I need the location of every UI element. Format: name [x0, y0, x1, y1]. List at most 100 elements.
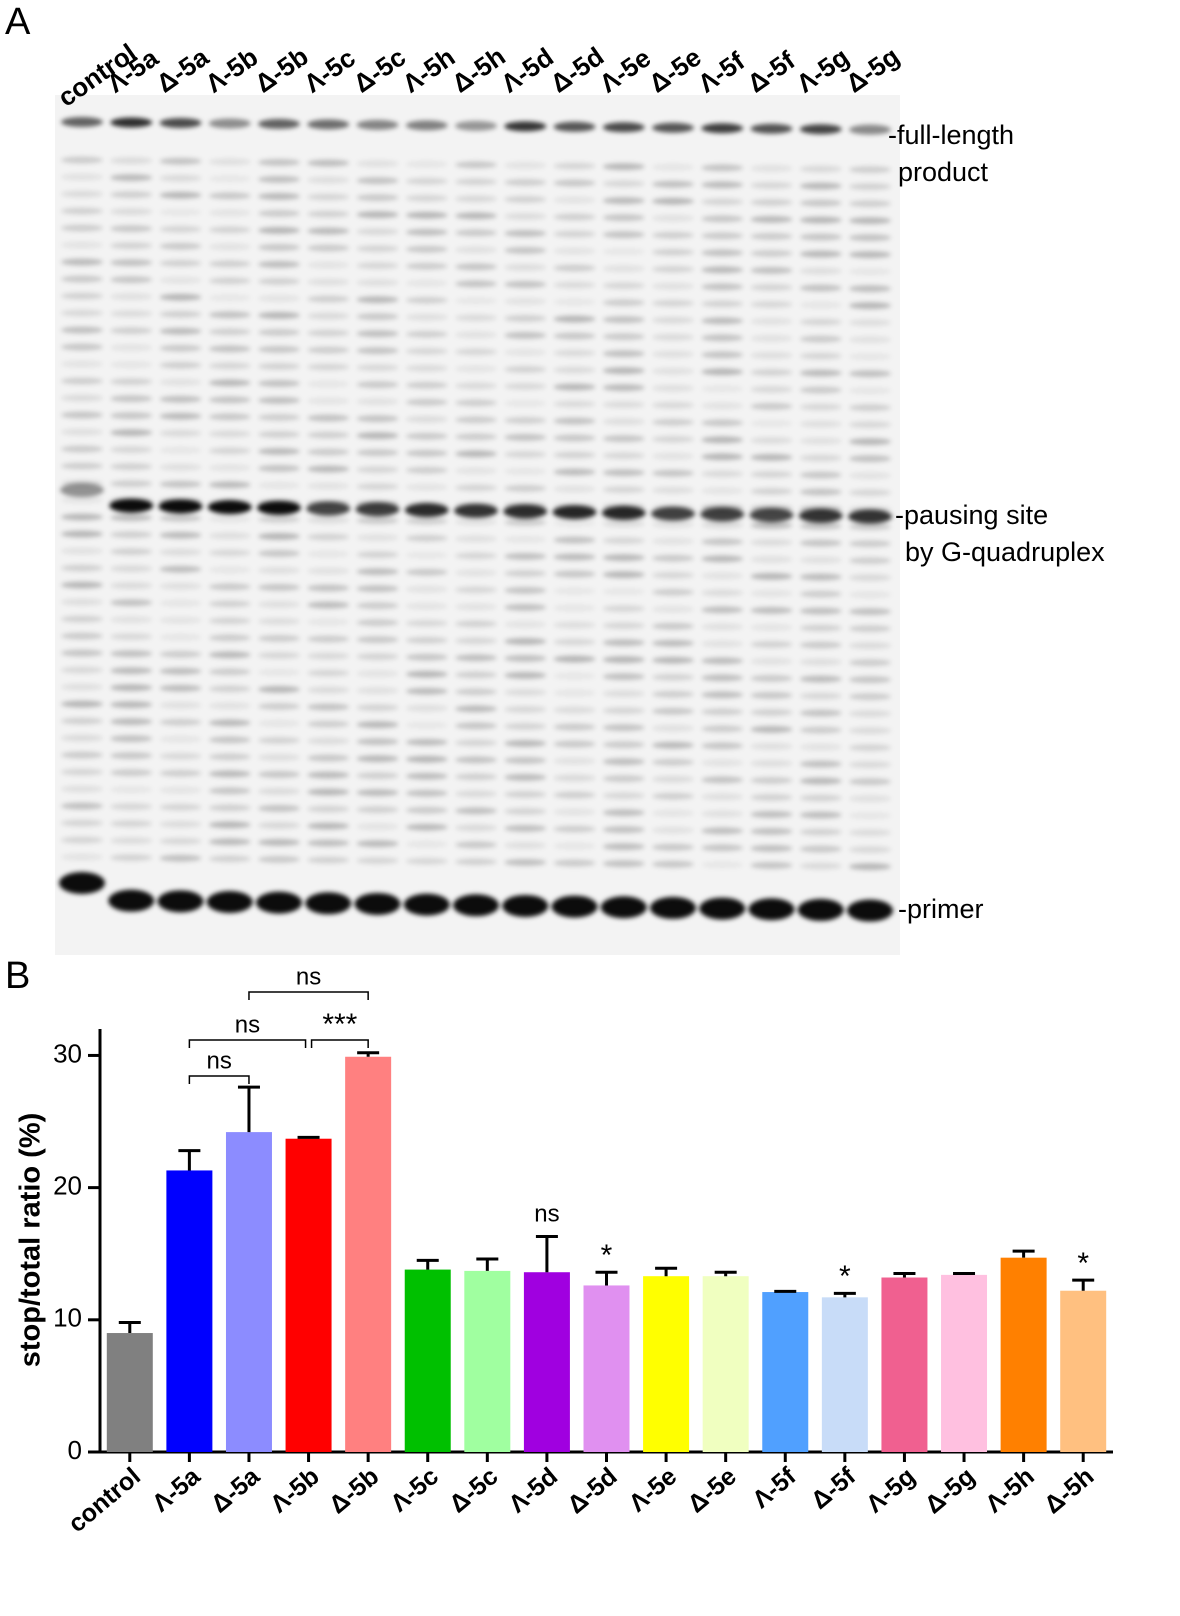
band [652, 486, 694, 494]
band [602, 299, 645, 307]
band [553, 638, 596, 646]
band [307, 414, 350, 422]
band [258, 566, 300, 574]
band [110, 117, 153, 128]
band [208, 311, 251, 319]
band [159, 327, 202, 335]
band [602, 180, 645, 188]
band [405, 313, 448, 321]
error-bar [476, 1257, 499, 1271]
band [701, 402, 744, 410]
band [356, 551, 399, 559]
significance-label: ns [534, 1200, 559, 1227]
band [503, 504, 548, 519]
band [159, 599, 202, 607]
band [356, 296, 399, 304]
band [405, 517, 448, 525]
band [356, 313, 399, 321]
band [504, 195, 547, 203]
band [405, 466, 448, 474]
band [849, 540, 891, 548]
band [208, 379, 251, 387]
band [652, 809, 694, 817]
band [208, 481, 251, 489]
band [61, 292, 103, 300]
band [61, 258, 103, 266]
bar [643, 1276, 690, 1452]
band [159, 191, 202, 199]
band [849, 251, 891, 259]
band [159, 361, 202, 369]
band [602, 469, 645, 477]
band [553, 689, 596, 697]
band [849, 744, 891, 752]
band [61, 632, 103, 640]
band [208, 651, 251, 659]
band [307, 465, 350, 473]
band [61, 190, 103, 198]
band [405, 636, 448, 644]
band [602, 673, 645, 681]
band [504, 365, 547, 373]
band [307, 601, 350, 609]
band [208, 447, 251, 455]
band [652, 214, 694, 222]
band [701, 657, 744, 665]
band [159, 735, 202, 743]
band [602, 758, 645, 766]
band [61, 547, 103, 555]
band [553, 281, 596, 289]
band [455, 518, 497, 526]
band [553, 825, 596, 833]
error-bar [774, 1289, 797, 1293]
band [701, 606, 744, 614]
band [601, 505, 646, 520]
band [799, 352, 842, 360]
band [504, 467, 547, 475]
band [701, 266, 744, 274]
band [110, 735, 153, 743]
band [849, 591, 891, 599]
band [307, 669, 350, 677]
band [701, 334, 744, 342]
band [61, 564, 103, 572]
band [61, 853, 103, 861]
gel-annotation: product [898, 157, 989, 187]
band [799, 124, 842, 135]
band [553, 451, 596, 459]
band [61, 156, 103, 164]
band [553, 655, 596, 663]
band [110, 837, 153, 845]
band [799, 267, 842, 275]
band [799, 862, 842, 870]
band [258, 617, 300, 625]
band [602, 809, 645, 817]
band [701, 419, 744, 427]
band [602, 197, 645, 205]
band [61, 496, 103, 504]
band [799, 454, 842, 462]
band [701, 198, 744, 206]
band [208, 719, 251, 727]
band [504, 756, 547, 764]
band [701, 368, 744, 376]
band [602, 350, 645, 358]
band [750, 334, 793, 342]
band [307, 482, 350, 490]
band [652, 299, 694, 307]
band [750, 385, 793, 393]
band [208, 345, 251, 353]
band [258, 379, 300, 387]
band [701, 470, 744, 478]
band [799, 641, 842, 649]
band [750, 708, 793, 716]
band [750, 725, 793, 733]
bar [881, 1277, 928, 1452]
band [455, 348, 497, 356]
band [553, 604, 596, 612]
band [701, 742, 744, 750]
band [750, 538, 793, 546]
band [504, 212, 547, 220]
band [504, 348, 547, 356]
band [799, 828, 842, 836]
